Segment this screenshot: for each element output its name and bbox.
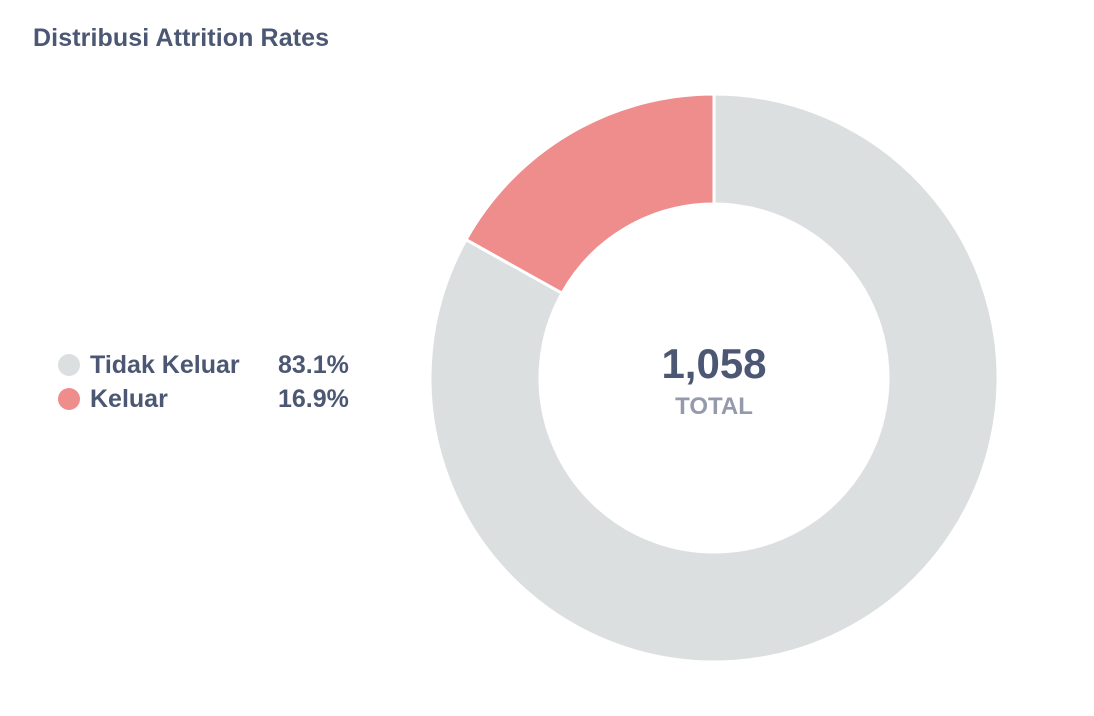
legend-swatch-tidak-keluar — [58, 354, 80, 376]
donut-slice-keluar[interactable] — [463, 92, 716, 296]
donut-slice-tidak-keluar[interactable] — [428, 92, 1000, 664]
legend-item-keluar[interactable]: Keluar 16.9% — [58, 382, 368, 416]
legend-label-keluar: Keluar — [90, 384, 168, 413]
legend-swatch-keluar — [58, 388, 80, 410]
legend-value-keluar: 16.9% — [278, 384, 349, 413]
donut-slices — [428, 92, 1000, 664]
chart-title: Distribusi Attrition Rates — [33, 24, 330, 52]
legend-item-tidak-keluar[interactable]: Tidak Keluar 83.1% — [58, 348, 368, 382]
legend-value-tidak-keluar: 83.1% — [278, 350, 349, 379]
legend-label-tidak-keluar: Tidak Keluar — [90, 350, 240, 379]
center-total-label: TOTAL — [675, 393, 753, 420]
center-total-value: 1,058 — [661, 340, 766, 387]
chart-legend: Tidak Keluar 83.1% Keluar 16.9% — [58, 348, 368, 416]
